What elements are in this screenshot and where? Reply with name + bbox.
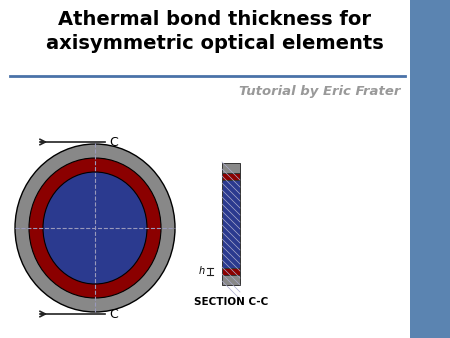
Text: C: C xyxy=(109,136,118,148)
Bar xyxy=(222,275,240,285)
Text: Tutorial by Eric Frater: Tutorial by Eric Frater xyxy=(238,85,400,98)
Text: SECTION C-C: SECTION C-C xyxy=(194,297,268,307)
Text: Athermal bond thickness for: Athermal bond thickness for xyxy=(58,10,372,29)
Ellipse shape xyxy=(43,172,147,284)
Text: C: C xyxy=(109,308,118,320)
Bar xyxy=(222,163,240,173)
Ellipse shape xyxy=(15,144,175,312)
Bar xyxy=(222,173,240,180)
Bar xyxy=(222,268,240,275)
Text: h: h xyxy=(199,266,205,276)
Text: axisymmetric optical elements: axisymmetric optical elements xyxy=(46,34,384,53)
Bar xyxy=(222,180,240,268)
Bar xyxy=(410,0,450,338)
Ellipse shape xyxy=(29,158,161,298)
